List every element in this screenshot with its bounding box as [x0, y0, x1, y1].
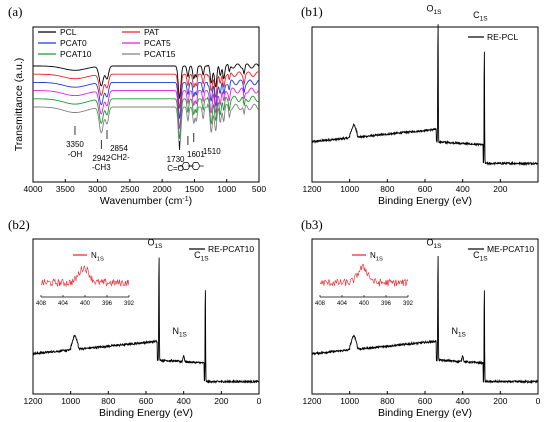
x-tick-label-b2: 0 — [257, 396, 262, 406]
legend-label-pcat0: PCAT0 — [60, 38, 87, 48]
x-tick-label-b3: 1200 — [303, 396, 322, 406]
x-axis-label-b2: Binding Energy (eV) — [99, 407, 193, 419]
inset-spectrum-line — [319, 263, 409, 287]
x-tick-label-b1: 1200 — [303, 184, 322, 194]
xps-spectrum-line — [311, 24, 538, 167]
series-line-pat — [33, 71, 260, 110]
peak-label-c1s: C1S — [473, 10, 488, 23]
x-tick-label-b1: 1000 — [340, 184, 359, 194]
peak-annotation: -CH2- — [108, 153, 130, 162]
x-tick-label-b3: 600 — [418, 396, 432, 406]
inset-tick-label: 408 — [315, 301, 326, 307]
inset-background — [320, 251, 408, 297]
x-tick-label-b1: 800 — [380, 184, 394, 194]
x-tick-label-b1: 400 — [456, 184, 470, 194]
x-tick-label-b3: 0 — [536, 396, 541, 406]
series-line-pcl — [33, 63, 260, 100]
inset-tick-label: 392 — [403, 301, 414, 307]
peak-annotation: 1601 — [187, 150, 205, 159]
legend-label-b3: ME-PCAT10 — [487, 244, 534, 254]
peak-annotation: 2854 — [110, 144, 128, 153]
peak-annotation: 2942 — [92, 154, 110, 163]
peak-annotation: 1730 — [167, 155, 185, 164]
legend-label-pcat5: PCAT5 — [144, 38, 171, 48]
peak-label-c1s: C1S — [194, 250, 209, 263]
peak-label-o1s: O1S — [427, 237, 443, 250]
series-line-pcat10 — [33, 95, 260, 140]
x-tick-label-b3: 1000 — [340, 396, 359, 406]
peak-label-o1s: O1S — [427, 4, 443, 17]
panel-label-b1: (b1) — [301, 4, 323, 19]
series-line-pcat5 — [33, 87, 260, 130]
peak-annotation: -CH3 — [92, 163, 111, 172]
peak-label-c1s: C1S — [473, 250, 488, 263]
x-tick-label-b3: 400 — [456, 396, 470, 406]
x-axis-label-b3: Binding Energy (eV) — [378, 407, 472, 419]
x-tick-label-b1: 600 — [418, 184, 432, 194]
inset-legend-label: N1S — [91, 251, 104, 263]
panel-label-b2: (b2) — [8, 217, 30, 232]
inset-tick-label: 408 — [36, 301, 47, 307]
plot-frame-a — [32, 26, 260, 183]
x-tick-label-b2: 1000 — [61, 396, 80, 406]
legend-label-b1: RE-PCL — [487, 32, 518, 42]
benzene-ring-icon — [187, 162, 204, 170]
peak-annotation: 3350 — [66, 140, 84, 149]
x-tick-label-a: 2500 — [120, 184, 139, 194]
x-tick-label-b2: 400 — [177, 396, 191, 406]
inset-tick-label: 392 — [124, 301, 135, 307]
peak-annotation: 1510 — [203, 147, 221, 156]
x-tick-label-b3: 800 — [380, 396, 394, 406]
x-tick-label-a: 4000 — [24, 184, 43, 194]
x-tick-label-b2: 800 — [101, 396, 115, 406]
inset-tick-label: 400 — [80, 301, 91, 307]
x-tick-label-a: 1500 — [185, 184, 204, 194]
inset-spectrum-line — [41, 265, 130, 288]
series-line-pcat15 — [33, 103, 260, 150]
y-axis-label-a: Transmittance (a.u.) — [13, 58, 25, 152]
x-tick-label-b3: 200 — [493, 396, 507, 406]
legend-label-pcl: PCL — [60, 27, 77, 37]
legend-label-pcat10: PCAT10 — [60, 49, 92, 59]
x-axis-label-a: Wavenumber (cm-1) — [100, 195, 192, 207]
legend-label-pcat15: PCAT15 — [144, 49, 176, 59]
x-tick-label-a: 3000 — [88, 184, 107, 194]
inset-background — [41, 251, 129, 297]
peak-annotation: C=O — [167, 164, 184, 173]
x-tick-label-b1: 200 — [493, 184, 507, 194]
x-tick-label-a: 500 — [252, 184, 266, 194]
panel-label-b3: (b3) — [301, 217, 323, 232]
x-tick-label-a: 2000 — [153, 184, 172, 194]
xps-spectrum-line — [33, 257, 259, 384]
peak-label-n1s: N1S — [172, 326, 187, 339]
inset-tick-label: 400 — [359, 301, 370, 307]
inset-tick-label: 404 — [337, 301, 348, 307]
inset-tick-label: 396 — [102, 301, 113, 307]
inset-legend-label: N1S — [370, 251, 383, 263]
inset-tick-label: 404 — [58, 301, 69, 307]
panel-label-a: (a) — [8, 4, 22, 19]
x-tick-label-b2: 200 — [214, 396, 228, 406]
peak-annotation: -OH — [68, 150, 83, 159]
x-axis-label-b1: Binding Energy (eV) — [378, 195, 472, 207]
inset-tick-label: 396 — [381, 301, 392, 307]
x-tick-label-a: 1000 — [217, 184, 236, 194]
x-tick-label-b2: 600 — [139, 396, 153, 406]
legend-label-b2: RE-PCAT10 — [208, 244, 254, 254]
peak-label-n1s: N1S — [451, 326, 466, 339]
legend-label-pat: PAT — [144, 27, 159, 37]
peak-label-o1s: O1S — [148, 237, 164, 250]
plot-frame-b1 — [311, 26, 539, 183]
x-tick-label-b2: 1200 — [24, 396, 43, 406]
x-tick-label-a: 3500 — [56, 184, 75, 194]
xps-spectrum-line — [311, 255, 538, 385]
series-line-pcat0 — [33, 79, 260, 120]
